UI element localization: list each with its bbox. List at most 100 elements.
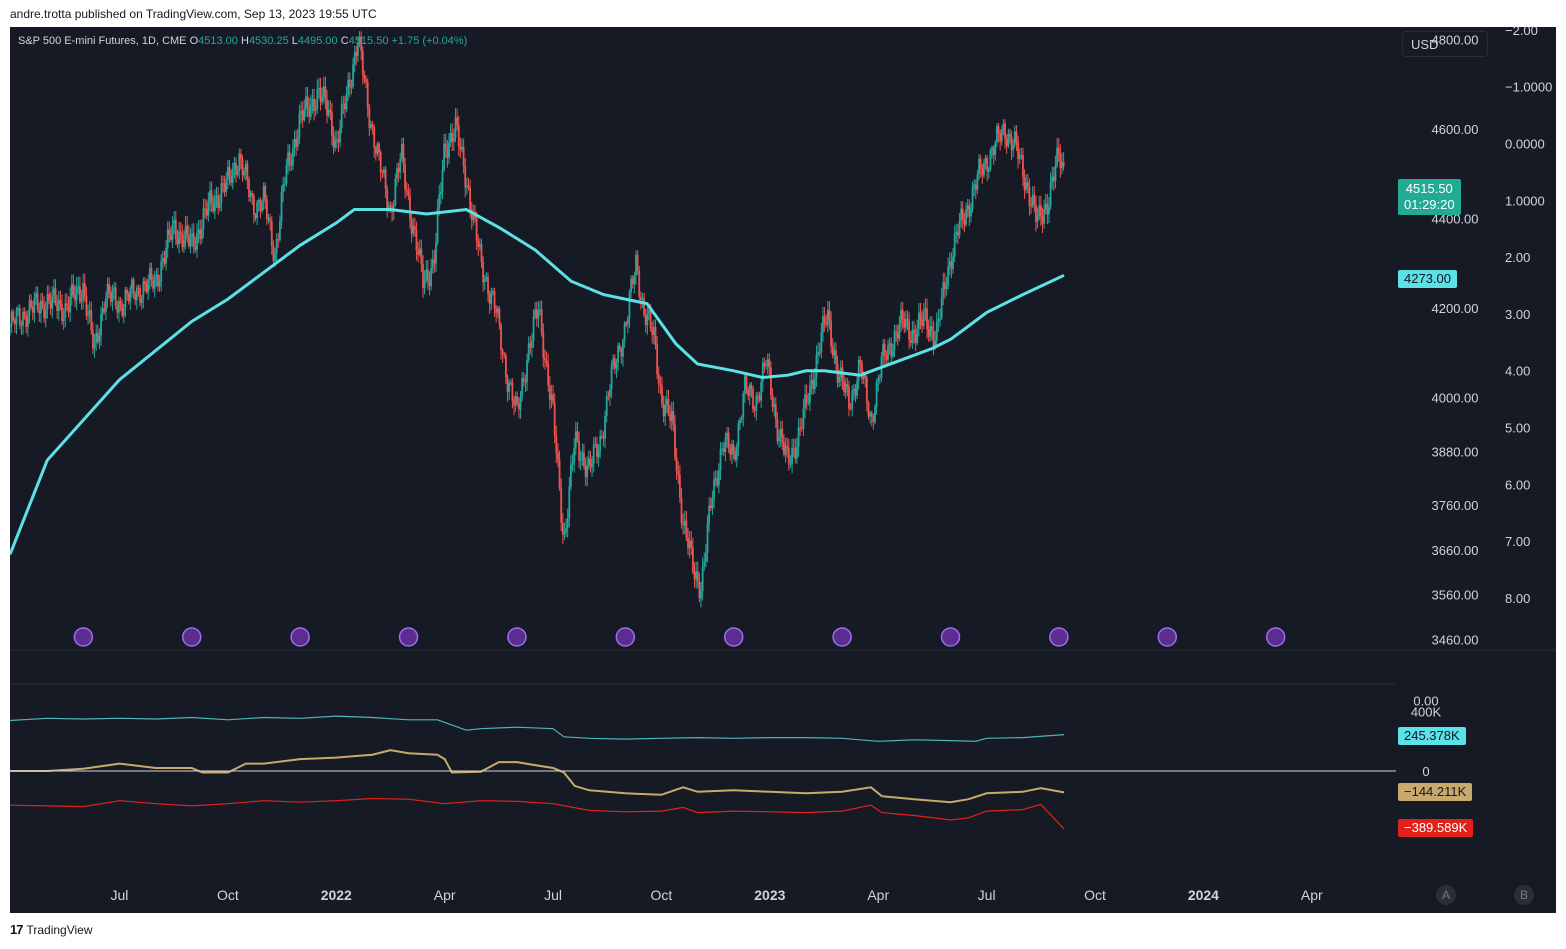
candle-body <box>903 319 906 328</box>
moving-average-layer <box>10 207 1065 555</box>
candle-body <box>261 202 263 211</box>
candle-body <box>669 414 672 421</box>
candle-body <box>431 259 434 269</box>
candle-body <box>251 193 254 196</box>
candle-body <box>178 231 180 245</box>
candle-body <box>966 205 969 210</box>
candle-body <box>313 98 315 111</box>
adjust-button[interactable]: B <box>1514 885 1534 905</box>
candle-body <box>1043 209 1045 224</box>
candle-body <box>280 192 283 222</box>
candle-body <box>887 345 889 360</box>
candle-body <box>98 336 101 342</box>
candle-body <box>875 381 878 407</box>
candle-body <box>340 104 343 129</box>
candle-body <box>10 311 13 326</box>
candle-body <box>72 284 75 296</box>
candle-body <box>807 402 810 404</box>
candle-body <box>652 327 655 336</box>
candle-body <box>118 301 120 313</box>
candle-body <box>392 204 395 212</box>
candle-body <box>396 168 398 179</box>
candle-body <box>732 444 735 452</box>
candle-body <box>226 166 229 180</box>
candle-body <box>241 159 244 176</box>
candle-body <box>604 416 606 439</box>
candle-body <box>259 200 262 211</box>
candle-body <box>573 447 576 463</box>
candle-body <box>145 283 148 293</box>
candle-body <box>379 152 382 173</box>
candle-body <box>423 279 426 289</box>
candle-body <box>20 324 23 326</box>
last-price-tag: 4515.50 01:29:20 <box>1398 179 1461 215</box>
candle-body <box>13 320 16 325</box>
time-axis-label: Oct <box>1084 887 1106 903</box>
candle-body <box>766 359 769 366</box>
candle-body <box>461 146 463 150</box>
red-series-tag: −389.589K <box>1398 819 1474 837</box>
secondary-axis-label: 5.00 <box>1505 421 1530 436</box>
candle-body <box>757 395 759 397</box>
candle-body <box>571 462 574 465</box>
candle-body <box>1012 144 1015 151</box>
event-icon <box>1157 627 1178 647</box>
candle-body <box>231 168 234 183</box>
candle-body <box>344 103 346 110</box>
candle-body <box>896 332 899 339</box>
open-label: O <box>189 35 199 47</box>
event-icon <box>507 627 527 647</box>
candle-body <box>90 310 93 331</box>
change-value: +1.75 (+0.04%) <box>391 35 468 47</box>
candle-body <box>654 327 657 345</box>
candle-body <box>1007 133 1010 146</box>
price-axis-label: 3880.00 <box>1432 444 1479 459</box>
candle-body <box>916 329 919 343</box>
candle-body <box>218 202 221 208</box>
candle-body <box>1059 153 1062 169</box>
price-axis-label: 3760.00 <box>1432 498 1479 513</box>
candle-body <box>558 460 561 489</box>
candle-body <box>163 258 166 264</box>
candle-body <box>306 96 309 108</box>
candle-body <box>731 444 733 455</box>
candle-body <box>986 157 989 172</box>
candle-body <box>1051 176 1054 183</box>
candle-body <box>129 287 132 302</box>
candle-body <box>636 254 639 271</box>
candle-body <box>1005 138 1008 146</box>
candle-body <box>371 124 374 128</box>
candle-body <box>350 86 353 88</box>
chart-canvas[interactable]: 4800.00 4600.00 4400.00 4200.00 4000.00 3880.… <box>10 27 1556 913</box>
candle-body <box>407 191 410 196</box>
candle-body <box>1000 129 1003 142</box>
candle-body <box>135 287 138 301</box>
symbol-legend[interactable]: S&P 500 E-mini Futures, 1D, CME O4513.00… <box>18 35 467 47</box>
candle-body <box>644 315 647 326</box>
candle-body <box>874 406 876 423</box>
candle-body <box>1044 203 1047 210</box>
candle-body <box>425 269 428 280</box>
candle-body <box>265 199 268 220</box>
chart-frame[interactable]: 4800.00 4600.00 4400.00 4200.00 4000.00 3880.… <box>10 27 1556 913</box>
candle-body <box>711 498 714 509</box>
candle-body <box>483 279 486 283</box>
candle-body <box>999 133 1002 142</box>
currency-button[interactable]: USD <box>1402 31 1488 57</box>
candle-body <box>215 195 218 198</box>
candle-body <box>399 158 402 173</box>
candle-body <box>186 225 189 235</box>
candle-body <box>948 261 951 267</box>
candle-body <box>745 375 748 389</box>
candle-body <box>155 274 158 278</box>
candle-body <box>623 323 626 341</box>
candle-body <box>44 309 47 319</box>
candle-body <box>17 308 20 311</box>
candle-body <box>953 233 956 257</box>
candle-body <box>252 195 255 215</box>
candle-body <box>620 349 623 357</box>
candle-body <box>161 258 164 262</box>
candle-body <box>254 214 257 219</box>
candle-body <box>246 163 249 180</box>
auto-scale-button[interactable]: A <box>1436 885 1456 905</box>
